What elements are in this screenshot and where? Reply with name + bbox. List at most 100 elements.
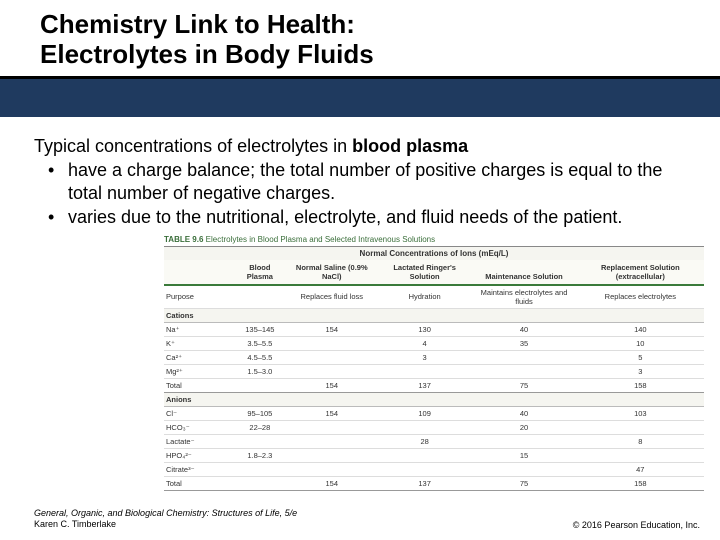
table-row: Lactate⁻288 [164,434,704,448]
col-header: Blood Plasma [234,260,286,285]
table-cell: Hydration [378,285,472,309]
table-row: Purpose Replaces fluid lossHydrationMaint… [164,285,704,309]
table-row: Mg²⁺1.5–3.0 3 [164,364,704,378]
table-cell: 137 [378,378,472,392]
table-cell [286,336,378,350]
table-caption-text: Electrolytes in Blood Plasma and Selecte… [206,235,435,244]
lead-prefix: Typical concentrations of electrolytes i… [34,136,352,156]
table-cell [577,420,704,434]
table-cell [234,476,286,490]
table-cell: 22–28 [234,420,286,434]
table-cell: 5 [577,350,704,364]
lead-text: Typical concentrations of electrolytes i… [34,135,686,158]
table-cell: 75 [471,476,576,490]
table-cell: 103 [577,406,704,420]
page-title: Chemistry Link to Health: Electrolytes i… [40,10,720,70]
table-cell [234,434,286,448]
table-super-header: Normal Concentrations of Ions (mEq/L) [164,246,704,260]
table-row: Na⁺135–14515413040140 [164,322,704,336]
table-cell [378,364,472,378]
table-cell: 3 [577,364,704,378]
footer: General, Organic, and Biological Chemist… [34,508,700,530]
table-cell: 10 [577,336,704,350]
table-row: Total15413775158 [164,476,704,490]
table-cell: Lactate⁻ [164,434,234,448]
table-cell [378,462,472,476]
table-cell [286,420,378,434]
table-cell: 8 [577,434,704,448]
table-cell: HCO₃⁻ [164,420,234,434]
table-cell: Replaces fluid loss [286,285,378,309]
table-cell [234,285,286,309]
table-cell [286,448,378,462]
col-header [164,260,234,285]
table-cell [378,448,472,462]
section-label: Cations [164,308,704,322]
bullet-list: have a charge balance; the total number … [34,159,686,229]
table-cell: 158 [577,378,704,392]
lead-bold: blood plasma [352,136,468,156]
footer-left: General, Organic, and Biological Chemist… [34,508,297,530]
table-cell: 3 [378,350,472,364]
table-cell [234,378,286,392]
table-cell: 154 [286,322,378,336]
table-cell: Mg²⁺ [164,364,234,378]
table-cell: 75 [471,378,576,392]
table-caption-label: TABLE 9.6 [164,235,203,244]
table-cell [471,462,576,476]
title-block: Chemistry Link to Health: Electrolytes i… [0,0,720,79]
footer-book: General, Organic, and Biological Chemist… [34,508,297,518]
table-cell: 1.5–3.0 [234,364,286,378]
table-cell: 3.5–5.5 [234,336,286,350]
col-header: Normal Saline (0.9% NaCl) [286,260,378,285]
table-cell: 154 [286,476,378,490]
table-cell: 47 [577,462,704,476]
table-cell [234,462,286,476]
title-line-2: Electrolytes in Body Fluids [40,39,374,69]
table-cell: Replaces electrolytes [577,285,704,309]
table-cell: 4.5–5.5 [234,350,286,364]
section-label: Anions [164,392,704,406]
table-row: Total 15413775158 [164,378,704,392]
table-cell: 154 [286,406,378,420]
table-cell: 35 [471,336,576,350]
footer-copyright: © 2016 Pearson Education, Inc. [573,520,700,530]
table-cell [286,462,378,476]
title-line-1: Chemistry Link to Health: [40,9,355,39]
table-cell: 130 [378,322,472,336]
table-cell: 109 [378,406,472,420]
table-cell: Purpose [164,285,234,309]
table-cell: 15 [471,448,576,462]
table-section-row: Anions [164,392,704,406]
col-header: Lactated Ringer's Solution [378,260,472,285]
table-section-row: Cations [164,308,704,322]
table-cell: Ca²⁺ [164,350,234,364]
table-cell [471,350,576,364]
header-bar [0,79,720,117]
bullet-item: have a charge balance; the total number … [48,159,686,204]
table-cell: 158 [577,476,704,490]
table-cell [286,434,378,448]
table-cell: Total [164,378,234,392]
table-row: Cl⁻95–10515410940103 [164,406,704,420]
table-cell: 40 [471,406,576,420]
table-cell [286,364,378,378]
table-cell: 154 [286,378,378,392]
table-cell [286,350,378,364]
table-cell: 95–105 [234,406,286,420]
table-row: HPO₄²⁻1.8–2.315 [164,448,704,462]
table-cell: 1.8–2.3 [234,448,286,462]
data-table: Blood Plasma Normal Saline (0.9% NaCl) L… [164,260,704,491]
table-row: Ca²⁺4.5–5.5 3 5 [164,350,704,364]
table-cell [378,420,472,434]
table-row: HCO₃⁻22–2820 [164,420,704,434]
table-caption: TABLE 9.6 Electrolytes in Blood Plasma a… [164,235,704,244]
table-cell: Maintains electrolytes and fluids [471,285,576,309]
col-header: Maintenance Solution [471,260,576,285]
table-cell [471,434,576,448]
table-cell: Total [164,476,234,490]
table-cell: 140 [577,322,704,336]
table-cell: 135–145 [234,322,286,336]
table-row: Citrate³⁻47 [164,462,704,476]
table-cell [577,448,704,462]
